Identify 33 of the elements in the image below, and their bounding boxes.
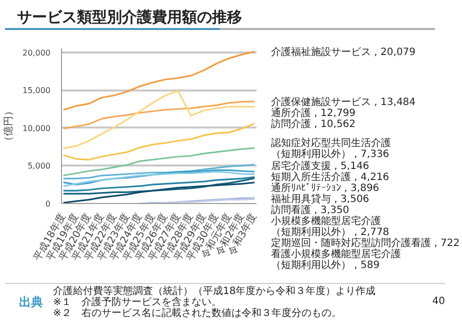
text: 小規模多機能型居宅介護（短期利用以外） , 2,778: [271, 216, 390, 238]
text: 訪問看護 , 3,350: [271, 204, 350, 216]
y-tick-label: 5,000: [28, 162, 51, 171]
series-label: 短期入所生活介護 , 4,216: [271, 172, 390, 182]
text: ※１ 介護予防サービスを含まない。: [53, 297, 222, 308]
text: 福祉用具貸与 , 3,506: [271, 194, 370, 204]
series-label: 居宅介護支援 , 5,146: [271, 160, 370, 172]
line-series: [62, 147, 256, 176]
line-series: [62, 176, 256, 192]
y-tick-label: 15,000: [22, 86, 51, 96]
line-series: [62, 164, 256, 180]
series-label: 介護福祉施設サービス , 20,079: [271, 46, 416, 58]
y-axis-title: （億円）: [2, 106, 15, 146]
text: 看護小規模多機能型居宅介護（短期利用以外） , 589: [271, 248, 401, 270]
series-label: 介護保健施設サービス , 13,484: [271, 97, 416, 108]
text: 定期巡回・随時対応型訪問介護看護 , 722: [271, 238, 460, 248]
line-series: [62, 90, 256, 150]
line-series: [62, 177, 256, 194]
y-tick-label: 20,000: [22, 48, 51, 58]
y-tick-label: 0: [45, 200, 51, 208]
line-series: [62, 122, 256, 160]
y-tick-label: 10,000: [22, 124, 51, 133]
chart-title: サービス類型別介護費用額の推移: [5, 5, 435, 30]
text: ※２ 右のサービス名に記載された数値は令和３年度分のもの。: [53, 308, 342, 319]
text: 介護給付費等実態調査（統計）（平成18年度から令和３年度）より作成: [53, 286, 376, 297]
text: 40: [432, 295, 445, 310]
line-series: [62, 100, 256, 130]
series-label: 通所介護 , 12,799: [271, 108, 356, 119]
line-series: [62, 50, 256, 111]
text: 出典: [18, 294, 44, 311]
series-label: 通所ﾘﾊﾋﾞﾘﾃｰｼｮﾝ , 3,896: [271, 182, 380, 194]
series-label: 認知症対応型共同生活介護（短期利用以外） , 7,336: [271, 138, 391, 160]
series-label: 訪問介護 , 10,562: [271, 119, 356, 130]
